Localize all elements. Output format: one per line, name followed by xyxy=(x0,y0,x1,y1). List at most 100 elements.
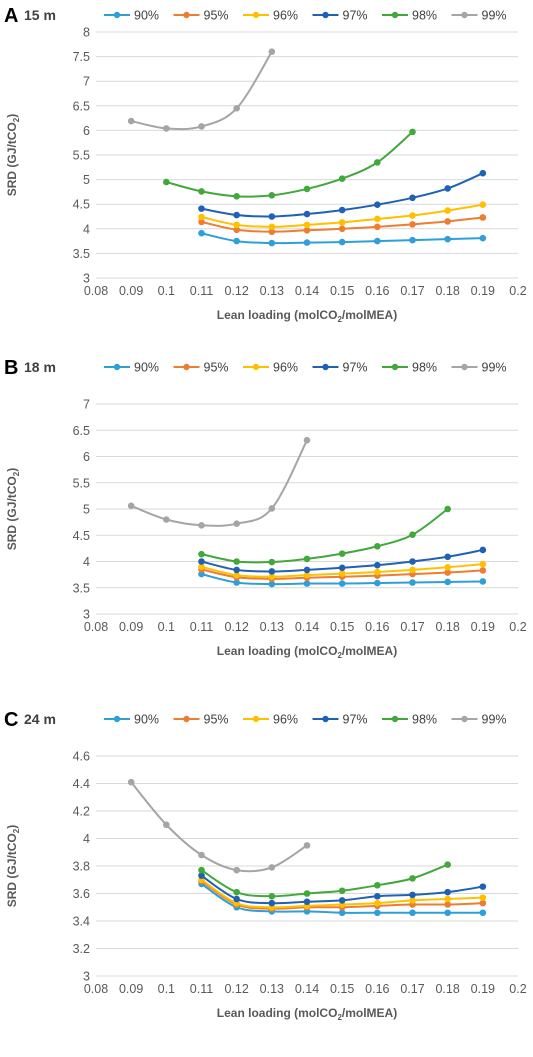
data-point xyxy=(303,566,311,574)
y-tick-label: 4.6 xyxy=(73,750,90,764)
data-point xyxy=(444,505,451,513)
data-point xyxy=(409,891,416,899)
legend-item: 96% xyxy=(243,361,298,375)
data-point xyxy=(374,223,381,231)
data-point xyxy=(198,558,205,565)
legend-label: 97% xyxy=(343,361,368,375)
y-tick-label: 4 xyxy=(83,832,90,846)
legend-item: 98% xyxy=(382,713,437,727)
legend-item: 90% xyxy=(104,361,159,375)
data-point xyxy=(479,546,487,554)
data-point xyxy=(479,201,487,208)
x-tick-label: 0.15 xyxy=(330,284,354,298)
data-point xyxy=(374,899,381,907)
y-tick-label: 7 xyxy=(83,75,90,89)
data-point xyxy=(268,899,276,907)
series-90pct xyxy=(198,570,487,588)
data-point xyxy=(374,159,381,166)
chart-panel-b: B 18 m 90% 95% 96% 97% 98% 99% 3 3.5 4 4.5 5 5.5 6 6.5 7… xyxy=(4,357,527,660)
data-point xyxy=(198,218,205,226)
x-tick-label: 0.11 xyxy=(190,284,213,298)
data-point xyxy=(444,901,451,908)
legend-item: 99% xyxy=(451,713,507,727)
legend-marker xyxy=(252,363,260,371)
series-98pct xyxy=(198,505,451,566)
data-point xyxy=(444,218,451,225)
data-point xyxy=(338,175,346,182)
legend: 90% 95% 96% 97% 98% 99% xyxy=(104,9,507,23)
x-tick-label: 0.1 xyxy=(158,620,175,634)
y-tick-label: 5.5 xyxy=(73,149,90,163)
data-point xyxy=(198,213,205,221)
data-point xyxy=(127,778,135,786)
data-point xyxy=(198,570,205,578)
y-tick-label: 4 xyxy=(83,222,90,236)
data-point xyxy=(338,897,346,904)
data-point xyxy=(198,521,205,529)
data-point xyxy=(163,821,170,829)
y-tick-label: 3 xyxy=(83,272,90,286)
legend-marker xyxy=(461,11,468,19)
chart-title: 18 m xyxy=(24,359,56,375)
legend-label: 98% xyxy=(412,713,437,727)
y-axis-label: SRD (GJ/tCO2) xyxy=(5,825,21,907)
data-point xyxy=(409,212,416,219)
x-tick-label: 0.09 xyxy=(119,284,143,298)
y-tick-label: 4.5 xyxy=(73,529,90,543)
legend-marker xyxy=(391,11,399,19)
x-tick-label: 0.16 xyxy=(365,284,389,298)
legend-label: 99% xyxy=(482,713,507,727)
x-tick-label: 0.16 xyxy=(365,620,389,634)
data-point xyxy=(198,872,205,879)
data-point xyxy=(303,580,311,587)
data-point xyxy=(303,436,311,444)
series-95pct xyxy=(198,214,487,236)
series-90pct xyxy=(198,229,487,247)
legend-label: 95% xyxy=(204,361,229,375)
data-point xyxy=(233,895,240,903)
data-point xyxy=(409,128,416,136)
x-tick-label: 0.17 xyxy=(400,284,424,298)
x-tick-label: 0.13 xyxy=(260,982,284,996)
y-tick-label: 3 xyxy=(83,608,90,622)
panel-letter: C xyxy=(4,709,18,731)
x-tick-label: 0.09 xyxy=(119,620,143,634)
x-tick-label: 0.1 xyxy=(158,284,175,298)
legend-marker xyxy=(322,715,329,723)
legend-label: 96% xyxy=(273,713,298,727)
x-tick-label: 0.1 xyxy=(158,982,175,996)
data-point xyxy=(198,205,205,212)
y-tick-label: 3.5 xyxy=(73,581,90,595)
data-point xyxy=(303,226,311,234)
data-point xyxy=(409,897,416,904)
y-tick-label: 8 xyxy=(83,26,90,40)
data-point xyxy=(409,566,416,574)
y-tick-label: 4 xyxy=(83,555,90,569)
data-point xyxy=(374,237,381,245)
data-point xyxy=(268,213,276,220)
data-point xyxy=(198,123,205,130)
x-tick-label: 0.14 xyxy=(295,284,319,298)
data-point xyxy=(444,569,451,576)
y-tick-label: 6 xyxy=(83,124,90,138)
legend-item: 95% xyxy=(173,9,229,23)
y-tick-label: 4.4 xyxy=(73,777,90,791)
panel-letter: A xyxy=(4,5,18,27)
series-98pct xyxy=(198,861,451,900)
legend-label: 95% xyxy=(204,713,229,727)
x-tick-label: 0.19 xyxy=(471,982,495,996)
x-axis-label: Lean loading (molCO2/molMEA) xyxy=(217,644,397,660)
chart-title: 15 m xyxy=(24,7,56,23)
data-point xyxy=(444,185,451,192)
data-point xyxy=(233,211,240,219)
data-point xyxy=(233,571,240,579)
data-point xyxy=(268,568,276,575)
legend-label: 90% xyxy=(134,9,159,23)
x-tick-label: 0.19 xyxy=(471,620,495,634)
data-point xyxy=(233,226,240,234)
data-point xyxy=(303,890,311,897)
panel-letter: B xyxy=(4,357,18,379)
x-tick-label: 0.13 xyxy=(260,620,284,634)
series-99pct xyxy=(127,48,276,132)
legend-marker xyxy=(183,363,190,371)
